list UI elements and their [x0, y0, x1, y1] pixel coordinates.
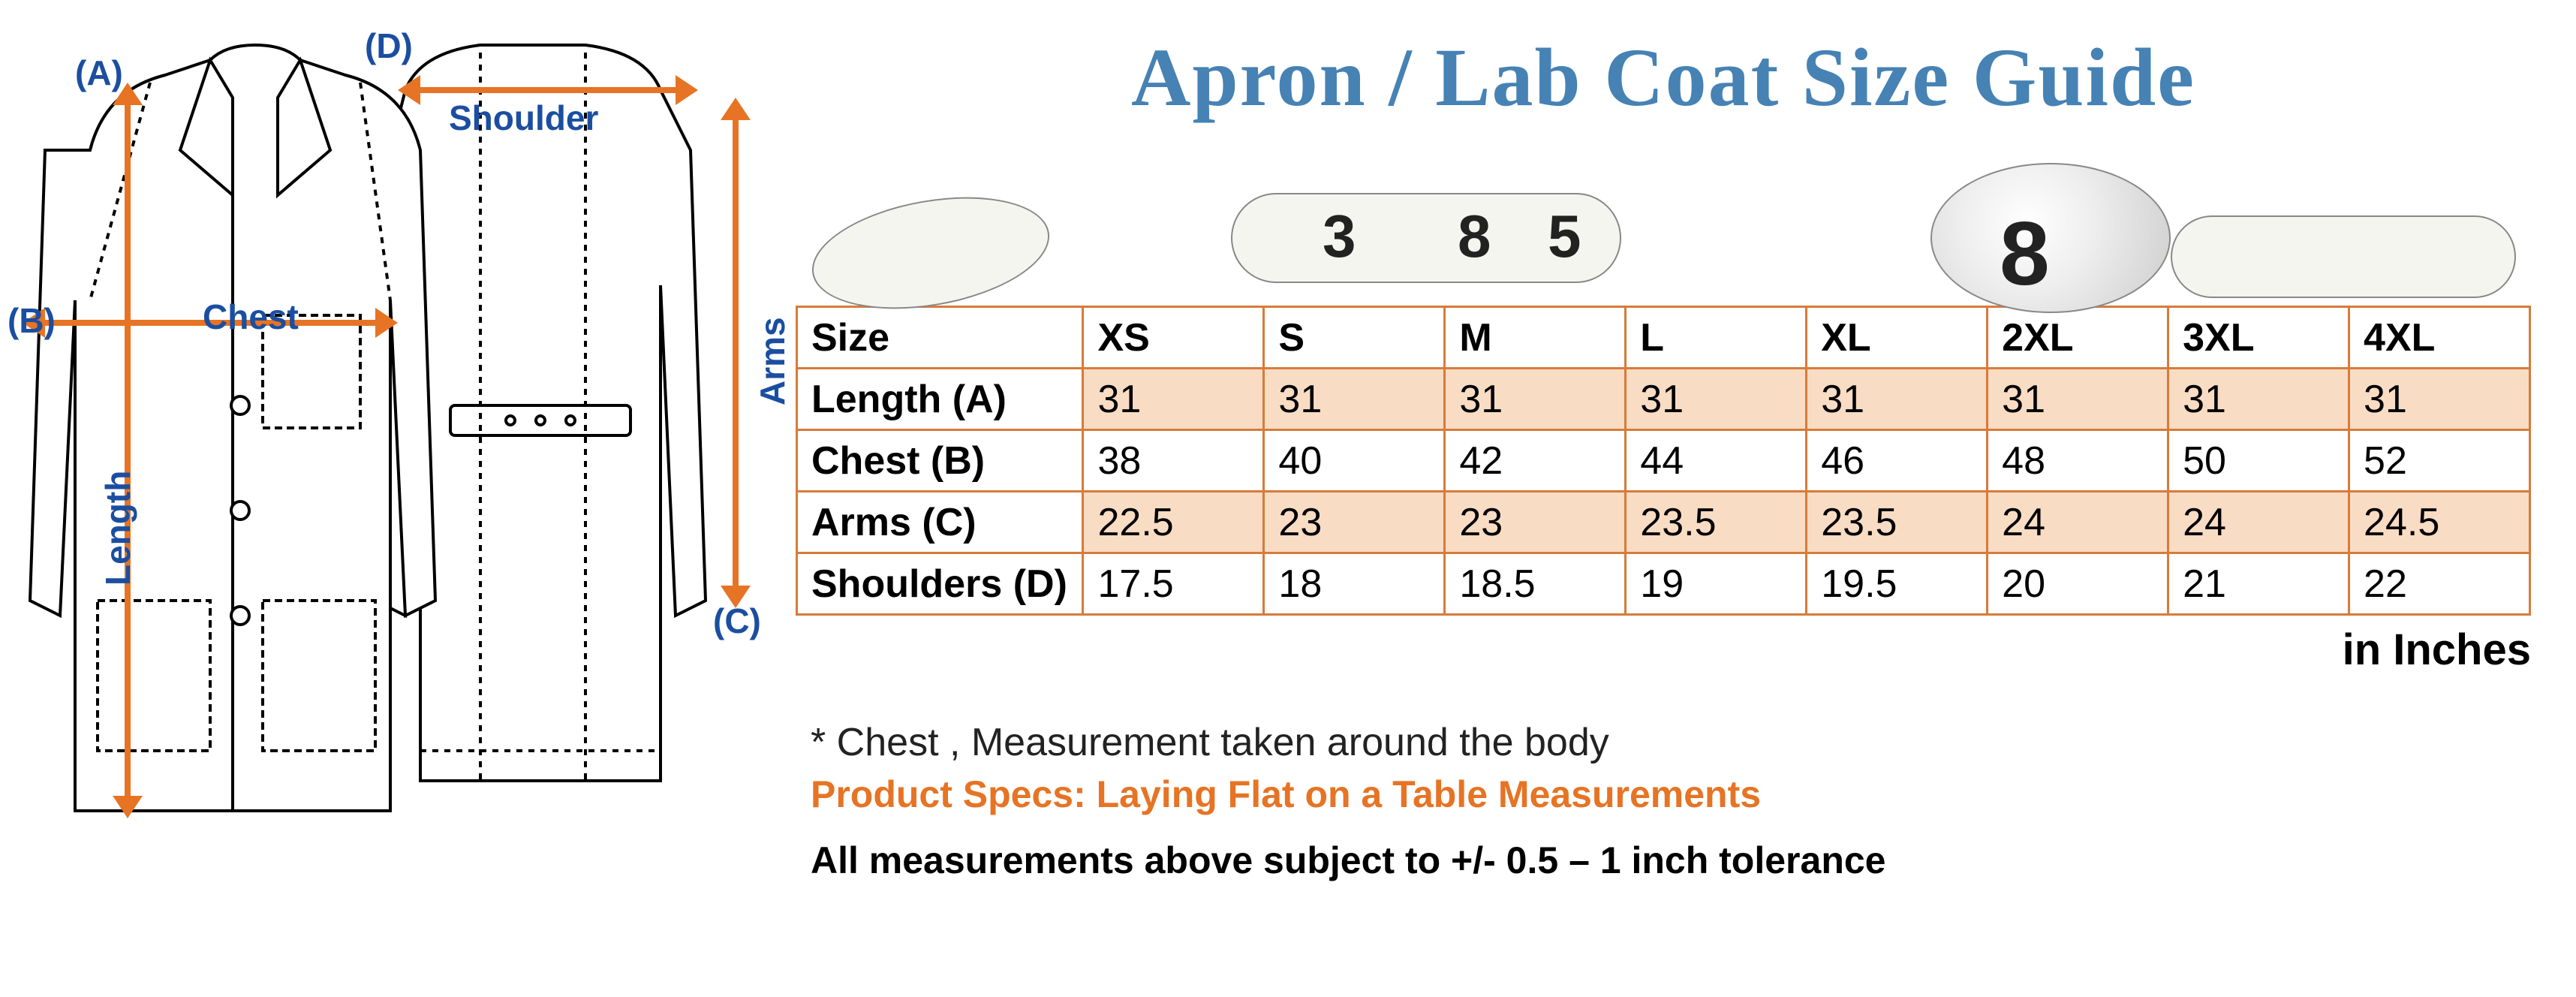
- table-header-row: Size XS S M L XL 2XL 3XL 4XL: [797, 307, 2530, 369]
- size-cell: 48: [1988, 430, 2168, 492]
- size-cell: 31: [1445, 369, 1626, 430]
- notes-block: * Chest , Measurement taken around the b…: [796, 720, 2531, 882]
- diagram-panel: (A) (D) Shoulder (B) Chest Length Arms (…: [0, 0, 766, 997]
- size-cell: 31: [1083, 369, 1264, 430]
- col-header: 3XL: [2168, 307, 2349, 369]
- note-specs: Product Specs: Laying Flat on a Table Me…: [811, 773, 2531, 816]
- col-header: M: [1445, 307, 1626, 369]
- row-label: Chest (B): [797, 430, 1083, 492]
- measuring-tape-graphic: 3 8 5 8: [796, 155, 2531, 306]
- diagram-label-d: (D): [365, 26, 413, 66]
- size-cell: 44: [1626, 430, 1807, 492]
- size-cell: 31: [1807, 369, 1988, 430]
- table-row: Chest (B)3840424446485052: [797, 430, 2530, 492]
- size-cell: 50: [2168, 430, 2349, 492]
- size-cell: 20: [1988, 553, 2168, 615]
- col-header: XS: [1083, 307, 1264, 369]
- page-title: Apron / Lab Coat Size Guide: [796, 30, 2531, 125]
- content-panel: Apron / Lab Coat Size Guide 3 8 5 8 Size: [766, 0, 2576, 997]
- diagram-label-chest: Chest: [203, 297, 299, 337]
- tape-segment: [2171, 215, 2516, 298]
- row-label: Arms (C): [797, 492, 1083, 553]
- tape-number: 8: [1458, 202, 1491, 271]
- diagram-label-c: (C): [713, 601, 761, 641]
- size-cell: 40: [1264, 430, 1445, 492]
- units-label: in Inches: [796, 625, 2531, 675]
- tape-roll: 8: [1930, 163, 2171, 313]
- size-cell: 24: [1988, 492, 2168, 553]
- diagram-label-length: Length: [98, 471, 138, 586]
- row-label: Length (A): [797, 369, 1083, 430]
- size-cell: 19: [1626, 553, 1807, 615]
- col-header: Size: [797, 307, 1083, 369]
- diagram-label-a: (A): [75, 53, 123, 93]
- size-cell: 18: [1264, 553, 1445, 615]
- size-table: Size XS S M L XL 2XL 3XL 4XL Length (A)3…: [796, 306, 2531, 616]
- size-cell: 22.5: [1083, 492, 1264, 553]
- diagram-label-b: (B): [8, 300, 56, 341]
- size-cell: 31: [2168, 369, 2349, 430]
- tape-number: 3: [1323, 202, 1356, 271]
- size-cell: 23: [1264, 492, 1445, 553]
- size-cell: 23.5: [1807, 492, 1988, 553]
- size-cell: 23: [1445, 492, 1626, 553]
- size-cell: 19.5: [1807, 553, 1988, 615]
- size-cell: 24.5: [2349, 492, 2530, 553]
- col-header: L: [1626, 307, 1807, 369]
- note-chest: * Chest , Measurement taken around the b…: [811, 720, 2531, 765]
- size-cell: 38: [1083, 430, 1264, 492]
- diagram-label-shoulder: Shoulder: [449, 98, 598, 138]
- size-cell: 23.5: [1626, 492, 1807, 553]
- size-guide-container: (A) (D) Shoulder (B) Chest Length Arms (…: [0, 0, 2576, 997]
- size-table-body: Length (A)3131313131313131Chest (B)38404…: [797, 369, 2530, 615]
- tape-number: 8: [2000, 202, 2050, 306]
- col-header: 4XL: [2349, 307, 2530, 369]
- col-header: XL: [1807, 307, 1988, 369]
- table-row: Arms (C)22.5232323.523.5242424.5: [797, 492, 2530, 553]
- size-cell: 24: [2168, 492, 2349, 553]
- size-cell: 52: [2349, 430, 2530, 492]
- size-cell: 42: [1445, 430, 1626, 492]
- tape-number: 5: [1548, 202, 1581, 271]
- note-tolerance: All measurements above subject to +/- 0.…: [811, 839, 2531, 882]
- size-cell: 21: [2168, 553, 2349, 615]
- tape-segment: 3 8 5: [1231, 193, 1621, 283]
- size-cell: 31: [1264, 369, 1445, 430]
- col-header: 2XL: [1988, 307, 2168, 369]
- size-cell: 18.5: [1445, 553, 1626, 615]
- table-row: Shoulders (D)17.51818.51919.5202122: [797, 553, 2530, 615]
- row-label: Shoulders (D): [797, 553, 1083, 615]
- size-cell: 46: [1807, 430, 1988, 492]
- size-cell: 22: [2349, 553, 2530, 615]
- col-header: S: [1264, 307, 1445, 369]
- size-cell: 31: [1626, 369, 1807, 430]
- tape-segment: [803, 180, 1058, 325]
- size-cell: 17.5: [1083, 553, 1264, 615]
- size-cell: 31: [1988, 369, 2168, 430]
- size-cell: 31: [2349, 369, 2530, 430]
- table-row: Length (A)3131313131313131: [797, 369, 2530, 430]
- coat-diagram-svg: [0, 0, 766, 901]
